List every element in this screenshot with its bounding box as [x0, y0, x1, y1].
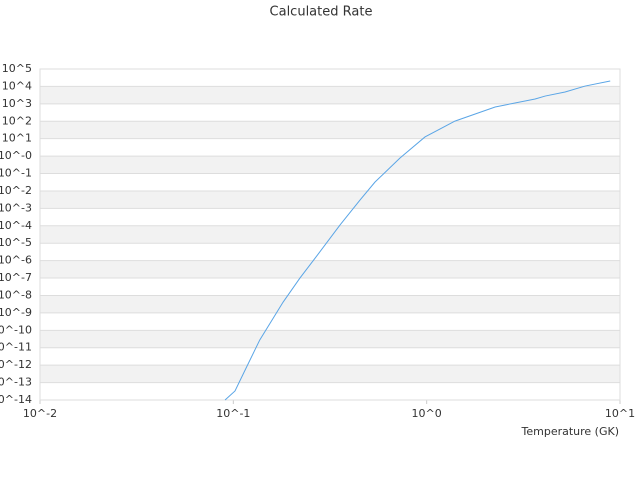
- grid-band: [40, 86, 620, 104]
- grid-band: [40, 260, 620, 279]
- grid-band: [40, 365, 620, 383]
- y-tick-label: 10^-7: [0, 271, 32, 284]
- y-tick-label: 10^-12: [0, 358, 32, 371]
- grid-band: [40, 190, 620, 209]
- y-tick-label: 10^2: [2, 114, 32, 127]
- y-tick-label: 10^-5: [0, 236, 32, 249]
- y-tick-label: 10^-11: [0, 341, 32, 354]
- y-tick-label: 10^-10: [0, 323, 32, 336]
- y-tick-label: 10^4: [2, 79, 32, 92]
- grid-band: [40, 295, 620, 313]
- grid-band: [40, 330, 620, 348]
- y-tick-label: 10^-2: [0, 184, 32, 197]
- x-tick-label: 10^-2: [23, 407, 57, 420]
- plot-frame: [39, 68, 621, 401]
- y-tick-label: 10^-1: [0, 167, 32, 180]
- x-tick-label: 10^-1: [216, 407, 250, 420]
- y-tick-label: 10^5: [2, 62, 32, 75]
- grid-band: [40, 121, 620, 139]
- x-axis-label: Temperature (GK): [521, 425, 620, 438]
- y-tick-label: 10^-0: [0, 149, 32, 162]
- x-tick-label: 10^0: [412, 407, 442, 420]
- grid-band: [40, 156, 620, 174]
- y-tick-label: 10^-14: [0, 393, 32, 406]
- y-tick-label: 10^-3: [0, 201, 32, 214]
- y-tick-label: 10^1: [2, 132, 32, 145]
- y-tick-label: 10^-9: [0, 306, 32, 319]
- y-tick-label: 10^-13: [0, 376, 32, 389]
- data-line: [224, 80, 611, 401]
- y-tick-label: 10^-6: [0, 254, 32, 267]
- chart-title: Calculated Rate: [270, 5, 373, 20]
- y-tick-label: 10^-8: [0, 288, 32, 301]
- grid-band: [40, 225, 620, 244]
- y-tick-label: 10^-4: [0, 219, 32, 232]
- x-tick-label: 10^1: [605, 407, 635, 420]
- y-tick-label: 10^3: [2, 97, 32, 110]
